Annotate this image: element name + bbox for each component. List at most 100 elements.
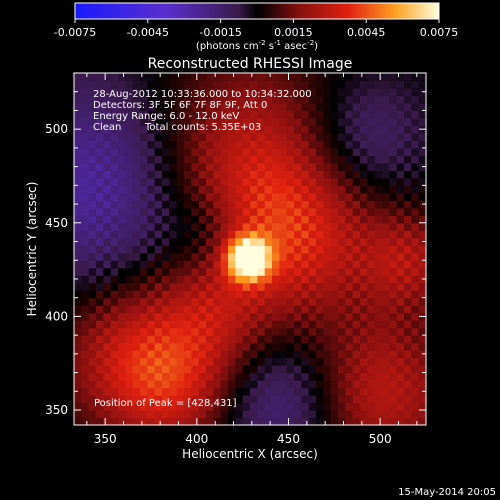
heatmap-cell — [411, 312, 420, 321]
heatmap-cell — [147, 110, 156, 119]
heatmap-cell — [330, 252, 339, 261]
heatmap-cell — [176, 80, 185, 89]
heatmap-cell — [345, 230, 354, 239]
heatmap-cell — [323, 275, 332, 284]
heatmap-cell — [118, 297, 126, 306]
heatmap-cell — [81, 410, 90, 419]
heatmap-cell — [264, 387, 273, 396]
heatmap-cell — [360, 222, 368, 231]
heatmap-cell — [330, 132, 339, 141]
heatmap-cell — [81, 305, 90, 314]
heatmap-cell — [257, 245, 266, 254]
heatmap-cell — [169, 417, 178, 425]
heatmap-cell — [125, 177, 134, 186]
heatmap-cell — [228, 312, 236, 321]
heatmap-cell — [176, 192, 185, 201]
heatmap-cell — [286, 237, 295, 246]
heatmap-cell — [338, 207, 346, 216]
heatmap-cell — [257, 177, 266, 186]
heatmap-cell — [213, 102, 222, 112]
heatmap-cell — [88, 87, 97, 97]
heatmap-cell — [110, 73, 119, 82]
heatmap-cell — [330, 327, 339, 336]
heatmap-cell — [154, 237, 163, 246]
heatmap-cell — [404, 312, 412, 321]
heatmap-cell — [228, 215, 236, 224]
heatmap-cell — [264, 222, 273, 231]
heatmap-cell — [110, 125, 119, 134]
heatmap-cell — [220, 357, 229, 366]
heatmap-cell — [228, 230, 236, 239]
heatmap-cell — [316, 297, 324, 306]
heatmap-cell — [316, 350, 324, 359]
heatmap-cell — [176, 290, 185, 299]
heatmap-cell — [125, 297, 134, 306]
heatmap-cell — [301, 95, 310, 104]
heatmap-cell — [374, 410, 383, 419]
heatmap-cell — [118, 185, 126, 194]
heatmap-cell — [352, 410, 361, 419]
heatmap-cell — [404, 387, 412, 396]
heatmap-cell — [118, 260, 126, 269]
heatmap-cell — [360, 335, 368, 344]
heatmap-cell — [110, 365, 119, 374]
heatmap-cell — [140, 335, 148, 344]
heatmap-cell — [147, 73, 156, 82]
heatmap-cell — [132, 207, 141, 216]
heatmap-cell — [125, 73, 134, 82]
heatmap-cell — [308, 417, 317, 425]
annotation-peak: Position of Peak = [428,431] — [94, 398, 237, 409]
heatmap-cell — [279, 125, 288, 134]
heatmap-cell — [235, 170, 244, 179]
heatmap-cell — [308, 80, 317, 89]
heatmap-cell — [279, 305, 288, 314]
heatmap-cell — [279, 290, 288, 299]
heatmap-cell — [125, 132, 134, 141]
heatmap-cell — [81, 357, 90, 366]
heatmap-cell — [389, 147, 398, 156]
heatmap-cell — [74, 282, 82, 291]
heatmap-cell — [198, 110, 207, 119]
heatmap-cell — [110, 230, 119, 239]
heatmap-cell — [74, 147, 82, 156]
heatmap-cell — [352, 350, 361, 359]
heatmap-cell — [360, 260, 368, 269]
heatmap-cell — [294, 117, 302, 127]
heatmap-cell — [96, 305, 104, 314]
heatmap-cell — [360, 140, 368, 149]
heatmap-cell — [272, 237, 280, 246]
heatmap-cell — [411, 87, 420, 97]
heatmap-cell — [74, 402, 82, 411]
heatmap-cell — [389, 177, 398, 186]
heatmap-cell — [125, 87, 134, 97]
heatmap-cell — [162, 297, 170, 306]
heatmap-cell — [404, 95, 412, 104]
heatmap-cell — [140, 410, 148, 419]
heatmap-cell — [198, 80, 207, 89]
heatmap-cell — [286, 320, 295, 329]
heatmap-cell — [250, 140, 258, 149]
heatmap-cell — [404, 395, 412, 404]
heatmap-cell — [74, 305, 82, 314]
heatmap-cell — [242, 102, 251, 112]
heatmap-cell — [294, 170, 302, 179]
heatmap-cell — [418, 117, 426, 127]
heatmap-cell — [147, 365, 156, 374]
heatmap-cell — [279, 372, 288, 381]
heatmap-cell — [154, 410, 163, 419]
heatmap-cell — [323, 222, 332, 231]
heatmap-cell — [367, 222, 376, 231]
heatmap-cell — [184, 222, 192, 231]
heatmap-cell — [110, 110, 119, 119]
heatmap-cell — [345, 380, 354, 389]
heatmap-cell — [125, 80, 134, 89]
heatmap-cell — [191, 140, 200, 149]
heatmap-cell — [360, 297, 368, 306]
heatmap-cell — [352, 267, 361, 276]
heatmap-cell — [389, 320, 398, 329]
heatmap-cell — [184, 170, 192, 179]
heatmap-cell — [132, 267, 141, 276]
heatmap-cell — [345, 320, 354, 329]
heatmap-cell — [103, 237, 112, 246]
heatmap-cell — [242, 335, 251, 344]
